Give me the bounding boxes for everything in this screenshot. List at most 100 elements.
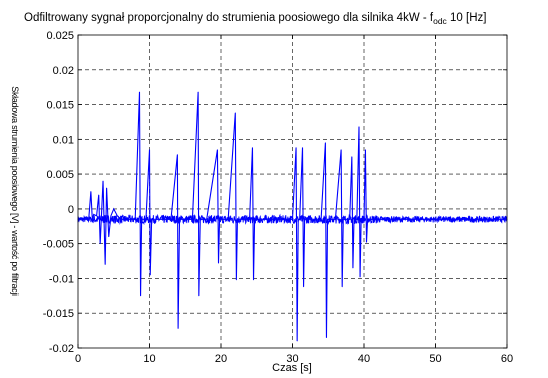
series-point xyxy=(206,218,208,220)
series-point xyxy=(253,279,254,281)
series-point xyxy=(217,149,218,151)
series-point xyxy=(365,149,366,151)
series-point xyxy=(327,218,328,220)
series-point xyxy=(235,279,237,281)
series-point xyxy=(249,218,251,220)
series-point xyxy=(313,218,315,220)
series-point xyxy=(306,218,308,220)
y-tick-label: 0.02 xyxy=(53,65,74,77)
series-point xyxy=(340,149,342,151)
series-line xyxy=(78,92,507,342)
series-point xyxy=(141,218,143,220)
series-point xyxy=(142,218,144,220)
y-tick-labels: -0.02 -0.015 -0.01 -0.005 0 0.005 0.01 0.015 0.0… xyxy=(43,30,74,355)
series-point xyxy=(358,126,360,128)
series-point xyxy=(320,218,322,220)
series-point xyxy=(93,214,95,215)
series-point xyxy=(134,218,136,220)
series-point xyxy=(139,91,140,93)
series-point xyxy=(120,218,122,220)
series-point xyxy=(110,215,112,217)
series-point xyxy=(256,218,258,220)
series-point xyxy=(470,218,472,220)
series-point xyxy=(363,218,365,220)
series-point xyxy=(180,218,182,220)
series-point xyxy=(263,218,265,220)
x-tick-label: 60 xyxy=(501,353,513,365)
series-point xyxy=(99,243,101,245)
series-point xyxy=(349,218,351,220)
series-point xyxy=(335,218,336,220)
series-point xyxy=(302,147,303,149)
y-tick-label: -0.005 xyxy=(43,239,74,251)
series-point xyxy=(238,218,240,220)
series-point xyxy=(116,215,118,217)
plot-area xyxy=(77,34,508,349)
x-tick-label: 10 xyxy=(143,353,155,365)
series-point xyxy=(399,218,401,220)
x-axis-label: Czas [s] xyxy=(272,362,312,374)
series-point xyxy=(341,286,343,288)
series-point xyxy=(252,147,253,149)
series-point xyxy=(295,147,297,149)
series-point xyxy=(198,295,200,297)
series-point xyxy=(145,218,147,220)
series-point xyxy=(345,218,347,220)
series-point xyxy=(179,218,180,220)
chart-title-subscript: odc xyxy=(433,16,447,26)
series-point xyxy=(220,218,222,220)
series-point xyxy=(91,218,93,220)
series-point xyxy=(284,218,286,220)
series-point xyxy=(227,218,229,220)
y-tick-label: -0.015 xyxy=(43,308,74,320)
series-point xyxy=(366,241,367,243)
series-point xyxy=(192,218,193,220)
series-point xyxy=(435,218,436,220)
y-tick-label: -0.02 xyxy=(49,343,74,355)
series-point xyxy=(124,218,125,220)
series-point xyxy=(367,218,368,220)
x-tick-label: 20 xyxy=(215,353,227,365)
series-point xyxy=(90,191,92,192)
series-point xyxy=(140,295,141,297)
series-point xyxy=(296,340,298,342)
chart-title: Odfiltrowany sygnał proporcjonalny do st… xyxy=(24,12,486,26)
y-tick-label: 0.015 xyxy=(46,100,74,112)
y-tick-label: 0.01 xyxy=(53,134,74,146)
x-tick-label: 0 xyxy=(75,353,81,365)
series-point xyxy=(184,218,186,220)
series-point xyxy=(277,218,279,220)
x-tick-label: 50 xyxy=(429,353,441,365)
series-point xyxy=(329,218,331,220)
series-point xyxy=(149,274,151,276)
x-tick-label: 40 xyxy=(358,353,370,365)
series-point xyxy=(242,218,243,220)
series-point xyxy=(326,337,327,338)
series-point xyxy=(104,264,106,265)
series-point xyxy=(199,218,201,220)
series-point xyxy=(370,218,372,220)
series-point xyxy=(299,218,301,220)
series-point xyxy=(151,218,153,220)
series-point xyxy=(149,149,150,151)
series-point xyxy=(98,194,100,196)
series-point xyxy=(324,142,326,144)
series-point xyxy=(156,218,158,220)
y-tick-label: 0.005 xyxy=(46,169,74,181)
series-point xyxy=(274,218,276,220)
series-point xyxy=(108,236,110,238)
series-point xyxy=(113,208,115,210)
series-point xyxy=(177,328,179,329)
series-point xyxy=(201,218,203,220)
series-point xyxy=(88,218,90,220)
x-tick-labels: 0 10 20 30 40 50 60 xyxy=(75,353,513,365)
series-point xyxy=(303,286,304,288)
series-point xyxy=(170,218,172,220)
series-point xyxy=(356,218,358,220)
series-point xyxy=(304,218,306,220)
series-point xyxy=(342,218,344,220)
series-point xyxy=(359,276,361,278)
series-point xyxy=(297,218,299,220)
series-point xyxy=(106,187,107,189)
